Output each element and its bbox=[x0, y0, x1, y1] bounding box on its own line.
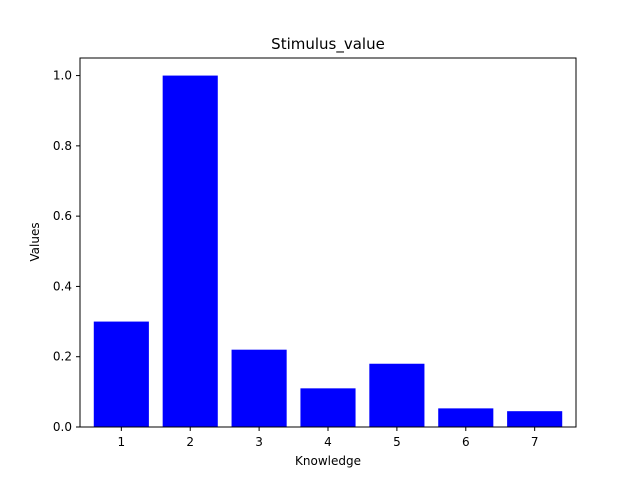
y-tick-label: 0.4 bbox=[53, 279, 72, 293]
x-tick-label: 5 bbox=[393, 435, 401, 449]
y-tick-label: 0.8 bbox=[53, 139, 72, 153]
y-tick-label: 0.6 bbox=[53, 209, 72, 223]
x-tick-label: 4 bbox=[324, 435, 332, 449]
x-tick-label: 3 bbox=[255, 435, 263, 449]
bar bbox=[93, 321, 149, 427]
bar bbox=[369, 363, 425, 427]
y-tick-label: 0.0 bbox=[53, 420, 72, 434]
bar bbox=[300, 388, 356, 427]
x-tick-label: 7 bbox=[531, 435, 539, 449]
bar bbox=[438, 408, 494, 427]
x-axis-label: Knowledge bbox=[295, 454, 361, 468]
y-axis-label: Values bbox=[28, 222, 42, 261]
plot-frame bbox=[79, 57, 577, 428]
chart-title: Stimulus_value bbox=[271, 35, 385, 54]
y-tick-label: 0.2 bbox=[53, 350, 72, 364]
bar bbox=[162, 75, 218, 428]
bar bbox=[231, 349, 287, 427]
plot-area: 1 2 3 4 5 6 7 0.0 0.2 0.4 0.6 0.8 1.0 bbox=[53, 57, 577, 449]
x-tick-label: 1 bbox=[118, 435, 126, 449]
bar bbox=[507, 411, 563, 427]
x-tick-label: 2 bbox=[186, 435, 194, 449]
x-tick-label: 6 bbox=[462, 435, 470, 449]
y-tick-label: 1.0 bbox=[53, 69, 72, 83]
